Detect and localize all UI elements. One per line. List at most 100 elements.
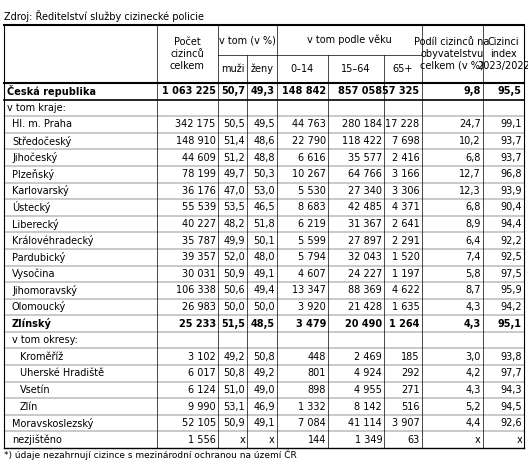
Text: 93,9: 93,9: [501, 186, 522, 196]
Text: 93,8: 93,8: [501, 352, 522, 362]
Text: 7 084: 7 084: [298, 418, 326, 428]
Text: 97,7: 97,7: [500, 368, 522, 378]
Text: 3 479: 3 479: [296, 319, 326, 329]
Text: 4,2: 4,2: [465, 368, 480, 378]
Text: 49,3: 49,3: [251, 86, 275, 96]
Text: 49,1: 49,1: [253, 418, 275, 428]
Text: Česká republika: Česká republika: [7, 85, 96, 97]
Text: 1 197: 1 197: [392, 269, 420, 279]
Text: 97,5: 97,5: [500, 269, 522, 279]
Text: 26 983: 26 983: [182, 302, 216, 312]
Text: 51,2: 51,2: [223, 153, 246, 163]
Text: 280 184: 280 184: [342, 119, 382, 130]
Text: Počet
cizinců
celkem: Počet cizinců celkem: [169, 37, 205, 71]
Text: Uherské Hradiště: Uherské Hradiště: [20, 368, 104, 378]
Text: 5 794: 5 794: [298, 252, 326, 262]
Text: 53,1: 53,1: [224, 402, 246, 411]
Text: x: x: [475, 435, 480, 445]
Text: 48,2: 48,2: [224, 219, 246, 229]
Text: 6 124: 6 124: [188, 385, 216, 395]
Text: 48,5: 48,5: [251, 319, 275, 329]
Text: 2 641: 2 641: [392, 219, 420, 229]
Text: 31 367: 31 367: [348, 219, 382, 229]
Text: 50,1: 50,1: [253, 236, 275, 246]
Text: 41 114: 41 114: [348, 418, 382, 428]
Text: 1 063 225: 1 063 225: [162, 86, 216, 96]
Text: v tom podle věku: v tom podle věku: [307, 35, 392, 45]
Text: 8,9: 8,9: [465, 219, 480, 229]
Text: 27 340: 27 340: [348, 186, 382, 196]
Text: 50,9: 50,9: [224, 269, 246, 279]
Text: 51,0: 51,0: [224, 385, 246, 395]
Text: 4 622: 4 622: [392, 285, 420, 295]
Text: 2 291: 2 291: [392, 236, 420, 246]
Text: 15–64: 15–64: [341, 64, 371, 74]
Text: 95,5: 95,5: [498, 86, 522, 96]
Text: 94,4: 94,4: [501, 219, 522, 229]
Text: 2 469: 2 469: [354, 352, 382, 362]
Text: Vysočina: Vysočina: [12, 268, 55, 279]
Text: 78 199: 78 199: [182, 169, 216, 179]
Text: 898: 898: [308, 385, 326, 395]
Text: 10 267: 10 267: [292, 169, 326, 179]
Text: 95,9: 95,9: [501, 285, 522, 295]
Text: 4 371: 4 371: [392, 202, 420, 212]
Text: 93,7: 93,7: [501, 136, 522, 146]
Text: x: x: [516, 435, 522, 445]
Text: 25 233: 25 233: [178, 319, 216, 329]
Text: 49,2: 49,2: [253, 368, 275, 378]
Text: 4 924: 4 924: [354, 368, 382, 378]
Text: Olomoucký: Olomoucký: [12, 302, 66, 313]
Text: 63: 63: [407, 435, 420, 445]
Text: 50,8: 50,8: [224, 368, 246, 378]
Text: x: x: [269, 435, 275, 445]
Text: 46,9: 46,9: [253, 402, 275, 411]
Text: 8,7: 8,7: [465, 285, 480, 295]
Text: *) údaje nezahrnují cizince s mezinárodní ochranou na území ČR: *) údaje nezahrnují cizince s mezinárodn…: [4, 450, 297, 460]
Text: 22 790: 22 790: [292, 136, 326, 146]
Text: 51,4: 51,4: [224, 136, 246, 146]
Text: 20 490: 20 490: [345, 319, 382, 329]
Text: 90,4: 90,4: [501, 202, 522, 212]
Text: 6 616: 6 616: [298, 153, 326, 163]
Text: 53,0: 53,0: [253, 186, 275, 196]
Text: 8 142: 8 142: [354, 402, 382, 411]
Text: 48,6: 48,6: [253, 136, 275, 146]
Text: 24,7: 24,7: [459, 119, 480, 130]
Text: 4,3: 4,3: [465, 302, 480, 312]
Text: 24 227: 24 227: [348, 269, 382, 279]
Text: Ústecký: Ústecký: [12, 201, 51, 213]
Text: 1 332: 1 332: [298, 402, 326, 411]
Text: Karlovarský: Karlovarský: [12, 185, 69, 196]
Text: 52 105: 52 105: [182, 418, 216, 428]
Text: 516: 516: [401, 402, 420, 411]
Text: 55 539: 55 539: [182, 202, 216, 212]
Text: 801: 801: [308, 368, 326, 378]
Text: x: x: [240, 435, 246, 445]
Text: 96,8: 96,8: [501, 169, 522, 179]
Text: 50,3: 50,3: [253, 169, 275, 179]
Text: Cizinci
index
2023/2022: Cizinci index 2023/2022: [477, 37, 528, 71]
Text: Zdroj: Ředitelství služby cizinecké policie: Zdroj: Ředitelství služby cizinecké poli…: [4, 10, 204, 22]
Text: 49,2: 49,2: [224, 352, 246, 362]
Text: 92,2: 92,2: [500, 236, 522, 246]
Text: ženy: ženy: [250, 64, 274, 75]
Text: 3 166: 3 166: [392, 169, 420, 179]
Text: v tom (v %): v tom (v %): [219, 35, 276, 45]
Text: 47,0: 47,0: [224, 186, 246, 196]
Text: 65+: 65+: [393, 64, 413, 74]
Text: Kroměříž: Kroměříž: [20, 352, 63, 362]
Text: 50,5: 50,5: [223, 119, 246, 130]
Text: 52,0: 52,0: [223, 252, 246, 262]
Text: 50,8: 50,8: [253, 352, 275, 362]
Text: 42 485: 42 485: [348, 202, 382, 212]
Text: 12,3: 12,3: [459, 186, 480, 196]
Text: 93,7: 93,7: [501, 153, 522, 163]
Text: 17 228: 17 228: [385, 119, 420, 130]
Text: 3 306: 3 306: [392, 186, 420, 196]
Text: 1 264: 1 264: [389, 319, 420, 329]
Text: 99,1: 99,1: [501, 119, 522, 130]
Text: 95,1: 95,1: [498, 319, 522, 329]
Text: 2 416: 2 416: [392, 153, 420, 163]
Text: 50,0: 50,0: [224, 302, 246, 312]
